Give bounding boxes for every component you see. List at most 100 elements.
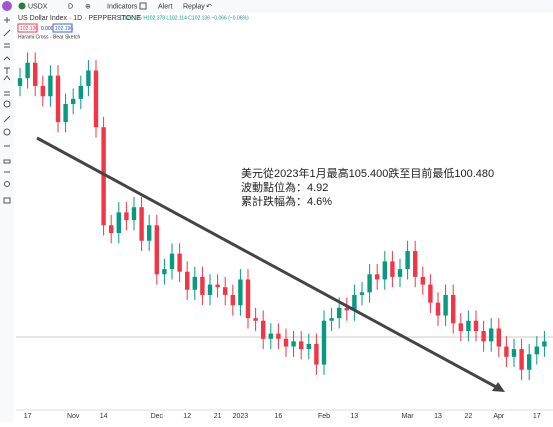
x-tick-label: 21 xyxy=(214,413,222,420)
candle-body xyxy=(230,294,235,306)
candle-body xyxy=(451,294,456,324)
candle-body xyxy=(185,271,190,290)
indicators[interactable]: Indicators xyxy=(107,3,138,10)
candle-body xyxy=(420,276,425,285)
candle-body xyxy=(17,78,23,86)
candle-body xyxy=(177,253,182,272)
x-tick-label: 17 xyxy=(533,413,541,420)
candle-body xyxy=(101,127,106,226)
candle-body xyxy=(200,276,205,295)
candle-body xyxy=(253,318,258,321)
candle-body xyxy=(63,103,68,123)
candle-body xyxy=(306,343,311,350)
candle-body xyxy=(192,276,197,290)
x-tick-label: Apr xyxy=(493,413,505,420)
candle-body xyxy=(139,207,144,241)
candle-body xyxy=(413,251,418,277)
annotation-line: 波動點位為：4.92 xyxy=(241,180,328,194)
alert[interactable]: Alert xyxy=(158,3,172,10)
candle-body xyxy=(169,253,175,270)
layout-icon[interactable] xyxy=(139,2,147,10)
candle-body xyxy=(268,333,273,339)
replay[interactable]: Replay xyxy=(183,3,205,10)
candle-body xyxy=(443,294,448,316)
candle-body xyxy=(78,85,83,99)
candle-body xyxy=(435,302,441,316)
x-tick-label: Nov xyxy=(67,413,80,420)
candle-body xyxy=(245,279,251,319)
buy-box[interactable] xyxy=(52,23,73,33)
x-tick-label: Feb xyxy=(318,413,330,420)
trend-line xyxy=(36,136,499,390)
candle-body xyxy=(534,346,539,355)
candle-body xyxy=(93,70,99,128)
candle-body xyxy=(33,62,38,86)
candle-body xyxy=(154,225,159,275)
candle-body xyxy=(321,320,327,365)
undo[interactable]: ↶ xyxy=(206,3,212,10)
symbol-icon xyxy=(18,2,26,10)
candle-body xyxy=(40,85,45,97)
candle-body xyxy=(276,333,281,339)
candle-body xyxy=(359,292,365,295)
sell-box[interactable] xyxy=(17,23,38,33)
candle-body xyxy=(519,349,524,370)
sell-price[interactable]: 102.136 xyxy=(20,26,38,32)
indicator-label: Harami Cross - Bear Sketch xyxy=(18,34,80,40)
candle-body xyxy=(496,328,501,347)
candle-body xyxy=(367,274,372,293)
tool-icons xyxy=(3,17,11,204)
x-tick-label: 14 xyxy=(100,413,108,420)
candle-body xyxy=(504,346,509,357)
candle-body xyxy=(291,341,296,347)
candle-body xyxy=(382,261,387,280)
legend-ohlc: O102.175 H102.378 L102.114 C102.136 −0.0… xyxy=(120,15,249,21)
candle-body xyxy=(375,274,380,280)
candle-body xyxy=(428,284,433,303)
candle-body xyxy=(25,62,30,79)
candle-body xyxy=(147,225,152,241)
candle-body xyxy=(390,261,395,277)
candle-body xyxy=(223,287,228,295)
candle-body xyxy=(48,75,53,97)
x-tick-label: 2023 xyxy=(233,413,249,420)
candle-body xyxy=(261,320,266,339)
avatar[interactable] xyxy=(2,1,12,11)
candle-body xyxy=(489,328,494,342)
candle-body xyxy=(337,307,342,319)
annotation-line: 累計跌幅為：4.6% xyxy=(241,194,332,208)
candle-body xyxy=(215,284,220,288)
x-tick-label: 13 xyxy=(434,413,442,420)
candle-body xyxy=(481,331,486,342)
add-compare[interactable]: ⊕ xyxy=(85,3,91,10)
candle-body xyxy=(352,294,357,311)
candle-body xyxy=(86,70,91,86)
candle-body xyxy=(71,98,76,104)
x-tick-label: Mar xyxy=(402,413,415,420)
candle-body xyxy=(131,207,137,221)
x-tick-label: Dec xyxy=(151,413,164,420)
candle-body xyxy=(55,75,61,123)
candle-body xyxy=(405,251,410,270)
spread: 0.000 xyxy=(41,26,54,32)
candle-body xyxy=(109,225,114,233)
x-tick-label: 16 xyxy=(275,413,283,420)
interval[interactable]: D xyxy=(68,3,73,10)
candle-body xyxy=(527,354,532,370)
x-tick-label: 17 xyxy=(24,413,32,420)
candle-body xyxy=(473,320,479,332)
plot xyxy=(17,52,547,381)
top-bar xyxy=(0,0,553,13)
legend-title: US Dollar Index · 1D · PEPPERSTONE xyxy=(18,15,141,22)
candle-body xyxy=(458,323,463,332)
buy-price[interactable]: 102.196 xyxy=(55,26,73,32)
candle-body xyxy=(238,279,243,306)
candle-body xyxy=(511,349,517,357)
candle-body xyxy=(397,269,403,277)
symbol[interactable]: USDX xyxy=(28,3,48,10)
candle-body xyxy=(344,307,349,311)
candle-body xyxy=(207,284,213,295)
candle-body xyxy=(542,341,547,347)
